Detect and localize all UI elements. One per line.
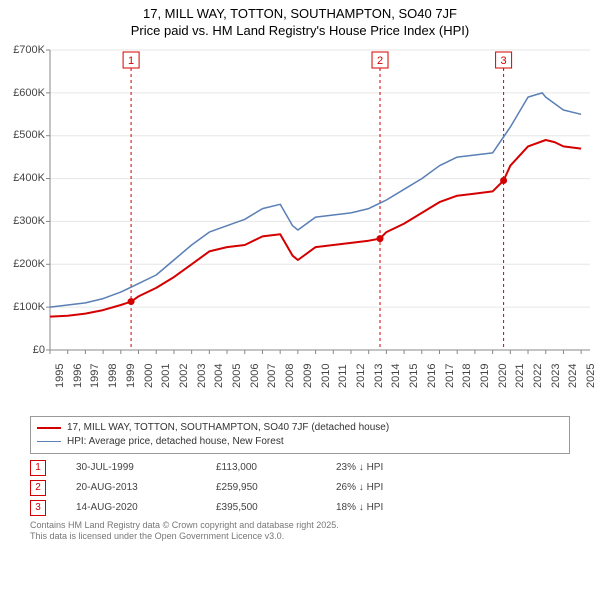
xtick-label: 2019 [479, 363, 491, 387]
xtick-label: 2008 [284, 363, 296, 387]
legend-label-price-paid: 17, MILL WAY, TOTTON, SOUTHAMPTON, SO40 … [67, 421, 389, 435]
title-line-1: 17, MILL WAY, TOTTON, SOUTHAMPTON, SO40 … [143, 6, 457, 21]
marker-price-2: £259,950 [216, 482, 306, 493]
ytick-label: £700K [13, 44, 45, 56]
title-line-2: Price paid vs. HM Land Registry's House … [131, 23, 469, 38]
footer-note: Contains HM Land Registry data © Crown c… [30, 520, 570, 543]
chart-title: 17, MILL WAY, TOTTON, SOUTHAMPTON, SO40 … [0, 0, 600, 40]
svg-text:3: 3 [501, 55, 507, 67]
ytick-label: £0 [33, 344, 45, 356]
footer-line-1: Contains HM Land Registry data © Crown c… [30, 520, 339, 530]
marker-date-1: 30-JUL-1999 [76, 462, 186, 473]
xtick-label: 2020 [497, 363, 509, 387]
xtick-label: 2016 [426, 363, 438, 387]
xtick-label: 2005 [231, 363, 243, 387]
marker-date-2: 20-AUG-2013 [76, 482, 186, 493]
xtick-label: 2010 [320, 363, 332, 387]
xtick-label: 1999 [125, 363, 137, 387]
xtick-label: 2011 [337, 364, 349, 388]
marker-row-3: 3 14-AUG-2020 £395,500 18% ↓ HPI [30, 498, 570, 518]
legend: 17, MILL WAY, TOTTON, SOUTHAMPTON, SO40 … [30, 416, 570, 454]
legend-row-hpi: HPI: Average price, detached house, New … [37, 435, 563, 449]
marker-diff-2: 26% ↓ HPI [336, 482, 426, 493]
markers-table: 1 30-JUL-1999 £113,000 23% ↓ HPI 2 20-AU… [30, 458, 570, 518]
xtick-label: 1998 [107, 363, 119, 387]
ytick-label: £100K [13, 301, 45, 313]
legend-swatch-price-paid [37, 427, 61, 429]
legend-row-price-paid: 17, MILL WAY, TOTTON, SOUTHAMPTON, SO40 … [37, 421, 563, 435]
xtick-label: 2001 [160, 363, 172, 387]
chart-container: 17, MILL WAY, TOTTON, SOUTHAMPTON, SO40 … [0, 0, 600, 590]
xtick-label: 2021 [514, 363, 526, 387]
xtick-label: 2006 [249, 363, 261, 387]
ytick-label: £500K [13, 129, 45, 141]
marker-row-2: 2 20-AUG-2013 £259,950 26% ↓ HPI [30, 478, 570, 498]
marker-badge-3: 3 [30, 500, 46, 516]
xtick-label: 2004 [213, 363, 225, 387]
marker-row-1: 1 30-JUL-1999 £113,000 23% ↓ HPI [30, 458, 570, 478]
xtick-label: 1995 [54, 363, 66, 387]
xtick-label: 1996 [72, 363, 84, 387]
xtick-label: 2013 [373, 363, 385, 387]
xtick-label: 2012 [355, 363, 367, 387]
svg-text:2: 2 [377, 55, 383, 67]
marker-price-3: £395,500 [216, 502, 306, 513]
marker-date-3: 14-AUG-2020 [76, 502, 186, 513]
marker-diff-1: 23% ↓ HPI [336, 462, 426, 473]
footer-line-2: This data is licensed under the Open Gov… [30, 531, 284, 541]
marker-price-1: £113,000 [216, 462, 306, 473]
xtick-label: 2009 [302, 363, 314, 387]
xtick-label: 2025 [585, 363, 597, 387]
legend-swatch-hpi [37, 441, 61, 442]
xtick-label: 2000 [143, 363, 155, 387]
xtick-label: 2015 [408, 363, 420, 387]
marker-badge-2: 2 [30, 480, 46, 496]
marker-diff-3: 18% ↓ HPI [336, 502, 426, 513]
xtick-label: 2018 [461, 363, 473, 387]
marker-badge-1: 1 [30, 460, 46, 476]
xtick-label: 2022 [532, 363, 544, 387]
ytick-label: £300K [13, 215, 45, 227]
xtick-label: 2023 [550, 363, 562, 387]
chart-area: 1 2 3 £0 £100K £200K £300K £400K £500K £600K £700… [0, 40, 600, 410]
legend-label-hpi: HPI: Average price, detached house, New … [67, 435, 284, 449]
xtick-label: 2024 [567, 363, 579, 387]
ytick-label: £200K [13, 258, 45, 270]
ytick-label: £400K [13, 172, 45, 184]
ytick-label: £600K [13, 87, 45, 99]
chart-svg: 1 2 3 [0, 40, 600, 410]
xtick-label: 2017 [444, 363, 456, 387]
xtick-label: 2003 [196, 363, 208, 387]
xtick-label: 2014 [390, 363, 402, 387]
xtick-label: 2002 [178, 363, 190, 387]
xtick-label: 1997 [89, 363, 101, 387]
svg-text:1: 1 [128, 55, 134, 67]
xtick-label: 2007 [266, 363, 278, 387]
